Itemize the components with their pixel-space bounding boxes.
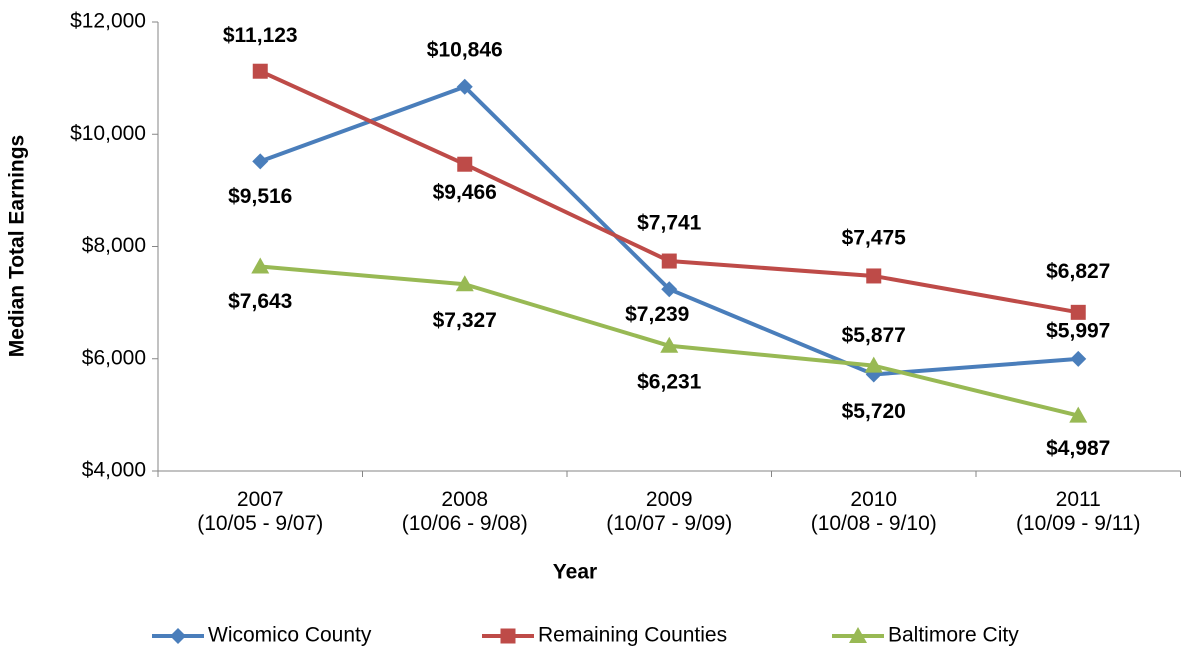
marker: [1070, 304, 1086, 320]
value-label: $7,239: [625, 303, 689, 326]
value-label: $7,741: [637, 212, 702, 235]
marker: [661, 253, 677, 269]
legend-label: Wicomico County: [208, 624, 372, 647]
marker: [1070, 350, 1087, 367]
marker: [1069, 406, 1088, 423]
value-label: $11,123: [223, 24, 298, 47]
value-label: $5,720: [842, 400, 906, 423]
value-label: $9,466: [433, 181, 497, 204]
marker: [661, 281, 678, 298]
legend-label: Remaining Counties: [538, 624, 727, 647]
marker: [866, 268, 882, 284]
value-label: $4,987: [1046, 437, 1110, 460]
legend-label: Baltimore City: [888, 624, 1019, 647]
y-tick-label: $12,000: [70, 10, 146, 33]
marker: [252, 153, 269, 170]
marker: [864, 356, 883, 373]
marker: [455, 275, 474, 292]
x-tick-label: 2009 (10/07 - 9/09): [606, 488, 732, 535]
x-tick-label: 2007 (10/05 - 9/07): [197, 488, 323, 535]
y-tick-label: $8,000: [82, 234, 146, 257]
legend-marker: [170, 628, 186, 644]
x-tick-label: 2011 (10/09 - 9/11): [1016, 488, 1141, 535]
value-label: $6,231: [637, 370, 702, 393]
marker: [456, 78, 473, 95]
y-tick-label: $6,000: [82, 346, 146, 369]
value-label: $7,643: [228, 290, 292, 313]
y-tick-label: $10,000: [70, 122, 146, 145]
value-label: $5,997: [1046, 319, 1110, 342]
marker: [251, 257, 270, 274]
value-label: $5,877: [842, 324, 906, 347]
x-axis-title: Year: [553, 561, 597, 584]
marker: [660, 336, 679, 353]
marker: [252, 63, 268, 79]
legend-marker: [849, 627, 867, 643]
value-label: $9,516: [228, 185, 292, 208]
value-label: $7,475: [842, 227, 907, 250]
value-label: $7,327: [433, 309, 497, 332]
marker: [457, 156, 473, 172]
value-label: $6,827: [1046, 260, 1110, 283]
y-tick-label: $4,000: [82, 459, 146, 482]
x-tick-label: 2008 (10/06 - 9/08): [402, 488, 528, 535]
x-tick-label: 2010 (10/08 - 9/10): [811, 488, 937, 535]
value-label: $10,846: [427, 38, 503, 61]
y-axis-title: Median Total Earnings: [6, 135, 29, 357]
legend-marker: [500, 628, 516, 644]
